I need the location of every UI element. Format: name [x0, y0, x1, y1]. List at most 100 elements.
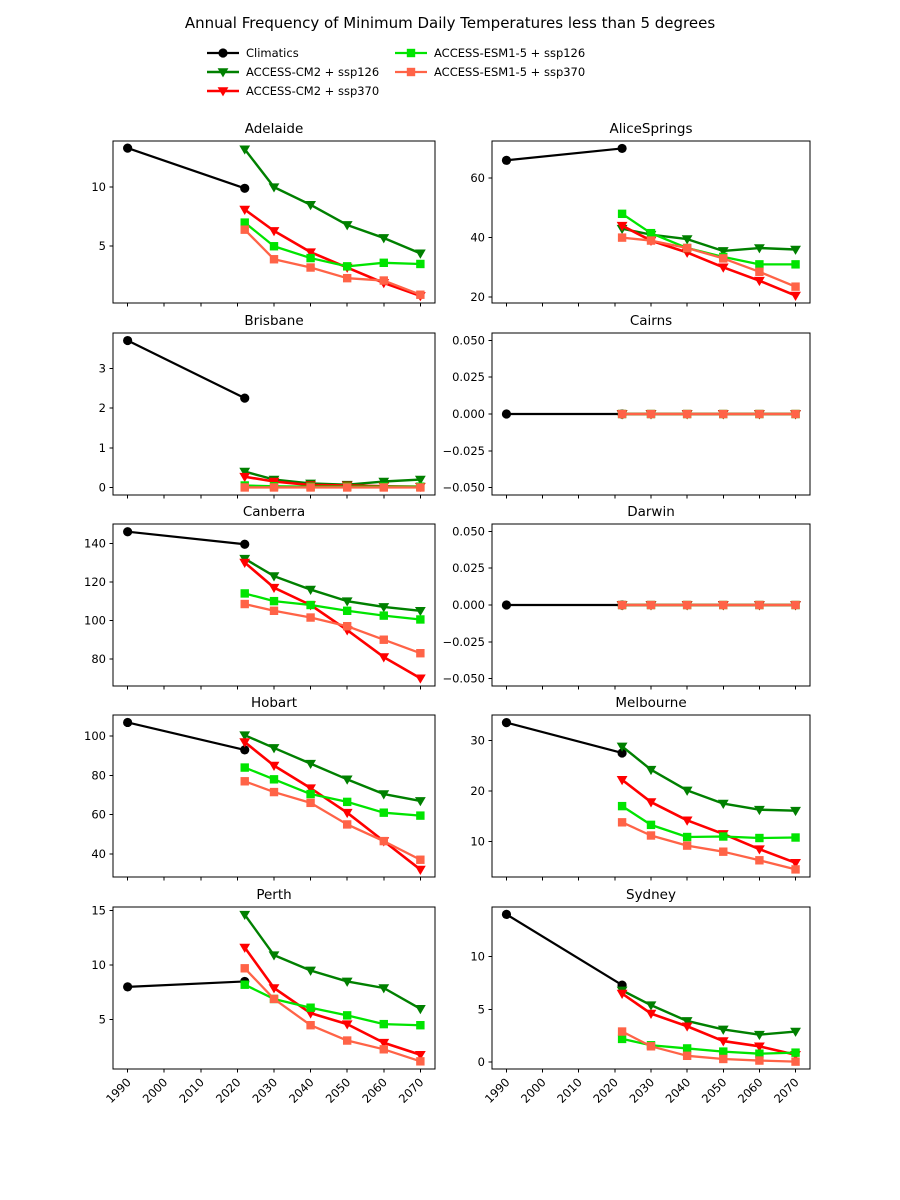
legend-label: ACCESS-ESM1-5 + ssp126	[434, 46, 586, 60]
marker-cm2_126	[378, 790, 390, 800]
marker-cm2_370	[414, 674, 426, 684]
series-cm2_126	[239, 910, 426, 1015]
marker-esm_126	[791, 260, 800, 269]
marker-cm2_126	[268, 744, 280, 754]
marker-esm_370	[755, 1056, 764, 1065]
marker-climatics	[501, 717, 512, 728]
series-cm2_126	[616, 742, 801, 817]
marker-cm2_126	[305, 201, 316, 211]
x-tick-label: 1990	[103, 1075, 134, 1106]
marker-cm2_370	[239, 558, 251, 568]
marker-cm2_370	[790, 859, 801, 869]
marker-esm_126	[416, 615, 425, 624]
subplot-title-perth: Perth	[256, 887, 291, 903]
marker-esm_370	[719, 1054, 728, 1064]
marker-esm_126	[755, 1049, 764, 1058]
y-tick-label: 0	[478, 1055, 485, 1069]
marker-esm_370	[379, 836, 388, 846]
y-tick-label: 20	[470, 290, 485, 304]
x-tick-label: 2060	[735, 1075, 766, 1106]
x-tick-label: 2020	[590, 1075, 621, 1106]
series-cm2_370	[616, 776, 801, 869]
marker-esm_370	[791, 600, 800, 610]
x-tick-label: 2070	[396, 1075, 427, 1106]
marker-esm_126	[306, 600, 315, 610]
x-tick-label: 2060	[359, 1075, 390, 1106]
marker-esm_370	[379, 483, 388, 492]
series-esm_370	[240, 483, 425, 492]
marker-esm_370	[791, 282, 800, 291]
marker-cm2_370	[616, 989, 628, 999]
marker-esm_126	[240, 980, 249, 989]
marker-cm2_126	[754, 244, 765, 254]
series-esm_370	[617, 600, 800, 610]
y-tick-label: −0.025	[442, 635, 485, 649]
subplot-title-brisbane: Brisbane	[244, 313, 303, 329]
marker-esm_370	[791, 865, 800, 874]
series-esm_370	[240, 599, 425, 658]
subplot-title-canberra: Canberra	[243, 504, 305, 520]
x-tick-label: 1990	[482, 1075, 513, 1106]
y-tick-label: 2	[99, 401, 106, 415]
marker-climatics	[123, 143, 133, 153]
y-tick-label: −0.050	[442, 672, 485, 686]
marker-esm_370	[240, 225, 249, 234]
marker-esm_370	[682, 243, 692, 253]
subplot-title-hobart: Hobart	[251, 695, 297, 711]
marker-cm2_370	[268, 583, 280, 594]
series-climatics-line	[505, 721, 624, 755]
marker-cm2_370	[414, 1050, 426, 1061]
y-tick-label: −0.025	[442, 444, 485, 458]
series-esm_126	[240, 589, 425, 624]
marker-esm_370	[646, 600, 656, 610]
marker-esm_126	[416, 259, 425, 269]
series-cm2_126-line	[243, 913, 422, 1010]
marker-esm_370	[682, 1051, 692, 1061]
marker-climatics	[240, 183, 250, 193]
marker-climatics	[123, 335, 133, 346]
y-tick-label: 5	[478, 1002, 485, 1016]
marker-cm2_370	[378, 1038, 390, 1049]
marker-cm2_370	[239, 943, 251, 953]
marker-cm2_126	[378, 234, 390, 244]
marker-esm_126	[755, 260, 764, 269]
series-cm2_370	[239, 738, 426, 875]
marker-cm2_370	[645, 1009, 657, 1019]
series-cm2_370-line	[243, 740, 422, 871]
marker-cm2_126	[414, 249, 426, 259]
marker-esm_126	[755, 833, 764, 843]
marker-cm2_126	[305, 585, 316, 595]
marker-cm2_370	[341, 808, 353, 819]
marker-esm_126	[617, 1034, 627, 1044]
series-esm_126-line	[243, 983, 422, 1027]
marker-esm_126	[379, 611, 388, 620]
marker-esm_370	[306, 798, 315, 808]
series-esm_126-line	[243, 221, 422, 268]
marker-esm_370	[416, 649, 425, 658]
y-tick-label: 100	[84, 613, 106, 627]
marker-cm2_126	[681, 786, 693, 796]
marker-cm2_370	[239, 738, 251, 748]
marker-esm_370	[791, 1057, 800, 1066]
marker-esm_370	[342, 622, 352, 631]
marker-cm2_370	[414, 865, 426, 875]
marker-climatics	[123, 527, 133, 537]
axes-frame	[491, 332, 811, 496]
series-esm_370-line	[243, 228, 422, 296]
marker-esm_370	[719, 409, 728, 419]
x-tick-label: 2070	[771, 1075, 802, 1106]
marker-cm2_126	[616, 742, 628, 752]
subplot-title-darwin: Darwin	[627, 504, 675, 520]
marker-cm2_370	[378, 653, 390, 663]
series-cm2_370-line	[243, 946, 422, 1057]
axes-frame	[112, 714, 436, 878]
marker-cm2_126	[681, 235, 693, 245]
marker-esm_370	[416, 483, 425, 492]
marker-cm2_126	[790, 1027, 801, 1037]
series-esm_370-line	[243, 602, 422, 655]
marker-esm_126	[791, 833, 800, 842]
marker-esm_126	[306, 253, 315, 263]
marker-cm2_370	[268, 984, 280, 994]
